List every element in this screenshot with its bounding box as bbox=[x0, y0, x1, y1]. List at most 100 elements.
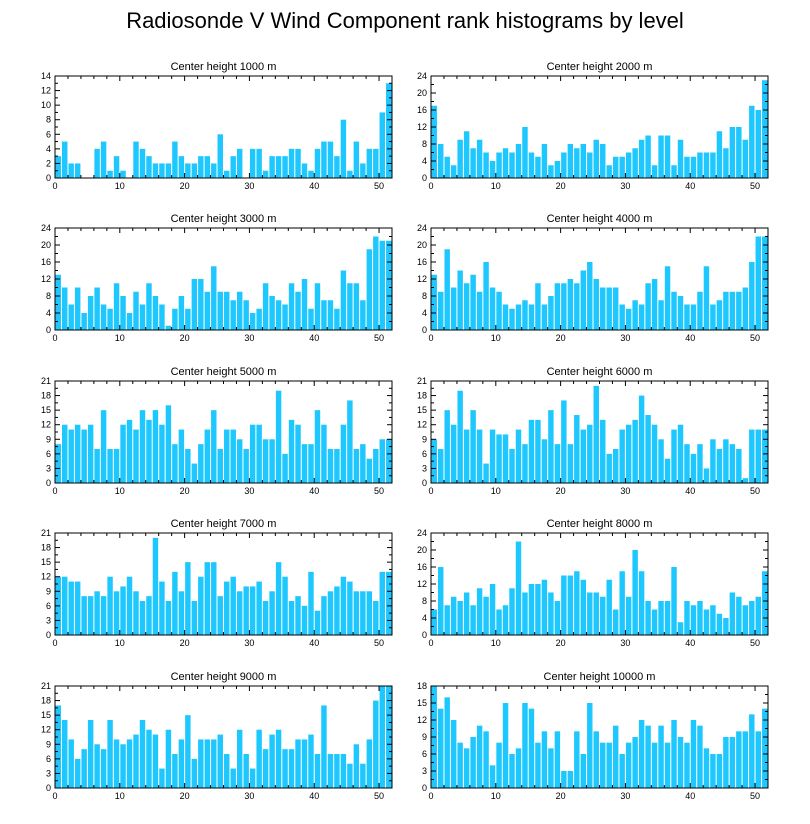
bar bbox=[262, 749, 269, 788]
x-tick-label: 20 bbox=[180, 638, 190, 648]
bar bbox=[249, 148, 256, 178]
y-tick-label: 18 bbox=[41, 543, 51, 553]
y-tick-label: 0 bbox=[46, 478, 51, 488]
y-tick-label: 12 bbox=[41, 725, 51, 735]
y-tick-label: 9 bbox=[46, 434, 51, 444]
bar bbox=[120, 424, 126, 483]
bar bbox=[236, 291, 243, 330]
y-tick-label: 0 bbox=[422, 325, 427, 335]
histogram-panel: Center height 8000 m 0 10 20 30 40 50 0 4 8 12 16 20… bbox=[417, 518, 769, 648]
page-title: Radiosonde V Wind Component rank histogr… bbox=[126, 8, 684, 33]
x-tick-label: 30 bbox=[244, 791, 254, 801]
bar bbox=[236, 439, 243, 483]
bar bbox=[716, 449, 723, 483]
bar bbox=[282, 749, 288, 788]
bar bbox=[230, 429, 236, 483]
bar bbox=[146, 283, 152, 330]
bar bbox=[470, 737, 476, 788]
bar bbox=[606, 742, 612, 788]
bar bbox=[450, 424, 457, 483]
bar bbox=[191, 601, 198, 635]
bar bbox=[729, 444, 736, 483]
y-tick-label: 6 bbox=[46, 754, 51, 764]
bar bbox=[625, 742, 632, 788]
bar bbox=[561, 283, 567, 330]
histogram-panel: Center height 9000 m 0 10 20 30 40 50 0 3 6 9 12 15 1… bbox=[41, 671, 393, 801]
bar bbox=[269, 591, 275, 635]
x-tick-label: 30 bbox=[620, 333, 630, 343]
bar bbox=[450, 720, 457, 788]
bar bbox=[671, 720, 677, 788]
bar bbox=[347, 581, 353, 635]
bar bbox=[308, 308, 314, 330]
bar bbox=[736, 291, 742, 330]
y-tick-label: 24 bbox=[417, 223, 427, 233]
panel-title: Center height 9000 m bbox=[171, 671, 277, 683]
bar bbox=[282, 304, 288, 330]
bar bbox=[541, 304, 548, 330]
bar bbox=[522, 444, 528, 483]
x-tick-label: 20 bbox=[556, 333, 566, 343]
bar bbox=[256, 308, 262, 330]
bar bbox=[496, 609, 502, 635]
bar bbox=[107, 308, 113, 330]
bar bbox=[645, 725, 651, 788]
bar bbox=[729, 737, 736, 788]
bar bbox=[334, 156, 340, 178]
bar bbox=[94, 287, 100, 330]
bar bbox=[658, 725, 664, 788]
bar bbox=[638, 395, 645, 483]
y-tick-label: 0 bbox=[46, 325, 51, 335]
bar bbox=[340, 754, 347, 788]
bar bbox=[165, 325, 172, 330]
bar bbox=[638, 571, 645, 635]
bar bbox=[366, 591, 373, 635]
x-tick-label: 0 bbox=[52, 791, 57, 801]
bar bbox=[483, 152, 489, 178]
x-tick-label: 40 bbox=[309, 486, 319, 496]
bar bbox=[444, 410, 450, 483]
bar bbox=[295, 424, 301, 483]
x-tick-label: 50 bbox=[374, 638, 384, 648]
bar bbox=[107, 449, 113, 483]
bar bbox=[340, 576, 347, 635]
bar bbox=[489, 161, 496, 178]
bar bbox=[600, 144, 606, 178]
bar bbox=[249, 424, 256, 483]
bar bbox=[450, 165, 457, 178]
bar bbox=[548, 165, 554, 178]
bar bbox=[120, 296, 126, 330]
histogram-panel: Center height 2000 m 0 10 20 30 40 50 0 4 8 12 16 20… bbox=[417, 61, 769, 191]
bar bbox=[755, 429, 762, 483]
bar bbox=[113, 739, 120, 788]
y-tick-label: 0 bbox=[46, 630, 51, 640]
bar bbox=[651, 609, 658, 635]
bar bbox=[561, 152, 567, 178]
bar bbox=[321, 596, 327, 635]
bar bbox=[437, 144, 444, 178]
bar bbox=[55, 705, 61, 788]
bar bbox=[742, 478, 749, 483]
bar bbox=[567, 444, 574, 483]
bar bbox=[535, 584, 541, 635]
bar bbox=[483, 596, 489, 635]
bar bbox=[431, 274, 437, 330]
bar bbox=[262, 601, 269, 635]
y-tick-label: 9 bbox=[46, 586, 51, 596]
bar bbox=[353, 449, 360, 483]
bar bbox=[230, 768, 236, 788]
bar bbox=[126, 739, 133, 788]
panel-title: Center height 6000 m bbox=[547, 366, 653, 378]
bar bbox=[74, 163, 81, 178]
y-tick-label: 3 bbox=[422, 766, 427, 776]
bar bbox=[444, 156, 450, 178]
x-tick-label: 0 bbox=[52, 333, 57, 343]
bar bbox=[548, 410, 554, 483]
x-tick-label: 10 bbox=[491, 638, 501, 648]
y-tick-label: 15 bbox=[41, 405, 51, 415]
bar bbox=[677, 139, 684, 178]
bar bbox=[321, 141, 327, 178]
y-tick-label: 20 bbox=[417, 88, 427, 98]
y-tick-label: 8 bbox=[422, 139, 427, 149]
bar bbox=[554, 731, 561, 788]
